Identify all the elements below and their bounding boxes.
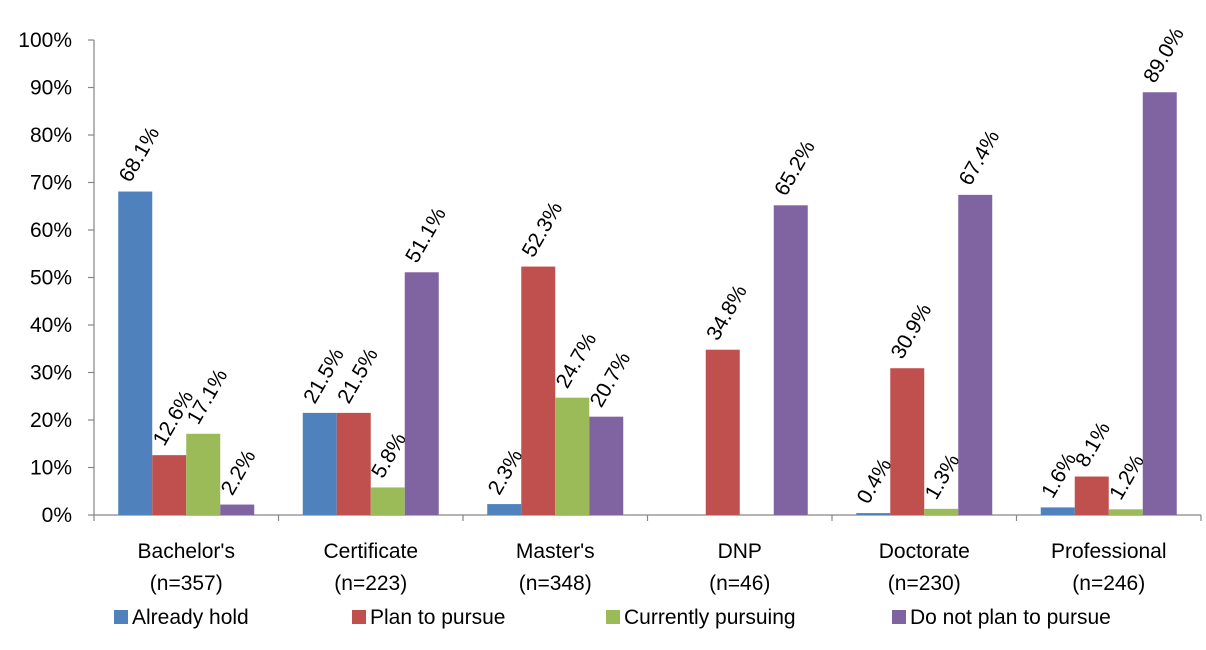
data-label: 65.2% xyxy=(770,137,820,200)
y-tick-label: 0% xyxy=(42,504,72,527)
category-label: Professional xyxy=(1051,540,1167,563)
y-tick-label: 20% xyxy=(30,409,72,432)
y-tick-label: 70% xyxy=(30,172,72,195)
y-tick-label: 40% xyxy=(30,314,72,337)
bar xyxy=(890,368,925,515)
data-label: 68.1% xyxy=(115,123,165,186)
bar xyxy=(589,416,624,515)
bar xyxy=(1040,507,1075,515)
bar xyxy=(1142,92,1177,515)
y-tick-label: 100% xyxy=(18,29,72,52)
bar xyxy=(705,349,740,515)
legend-swatch xyxy=(892,610,906,624)
bar xyxy=(521,266,556,515)
bar xyxy=(404,272,439,515)
category-label: (n=46) xyxy=(709,572,770,595)
category-label: Bachelor's xyxy=(138,540,235,563)
bar xyxy=(186,433,221,515)
legend-label: Plan to pursue xyxy=(370,606,505,629)
bar xyxy=(487,504,522,515)
y-tick-label: 30% xyxy=(30,362,72,385)
legend-swatch xyxy=(606,610,620,624)
bar xyxy=(220,504,255,515)
bar xyxy=(336,412,371,515)
category-label: (n=223) xyxy=(334,572,407,595)
data-label: 89.0% xyxy=(1139,24,1189,87)
data-label: 24.7% xyxy=(552,329,602,392)
bar xyxy=(302,412,337,515)
category-label: (n=357) xyxy=(150,572,223,595)
data-label: 0.4% xyxy=(853,455,897,508)
data-label: 1.2% xyxy=(1105,451,1149,504)
y-tick-label: 10% xyxy=(30,457,72,480)
bar xyxy=(370,487,405,515)
legend-label: Already hold xyxy=(132,606,249,629)
bar xyxy=(152,455,187,515)
bar xyxy=(856,513,891,515)
data-label: 2.3% xyxy=(484,446,528,499)
bar xyxy=(958,194,993,515)
data-label: 34.8% xyxy=(702,281,752,344)
legend-swatch xyxy=(114,610,128,624)
data-label: 1.3% xyxy=(921,450,965,503)
data-label: 20.7% xyxy=(586,348,636,411)
data-label: 2.2% xyxy=(217,446,261,499)
bar xyxy=(1074,476,1109,515)
legend-swatch xyxy=(352,610,366,624)
y-tick-label: 50% xyxy=(30,267,72,290)
bar xyxy=(1108,509,1143,515)
y-tick-label: 60% xyxy=(30,219,72,242)
category-label: Master's xyxy=(516,540,595,563)
bar xyxy=(924,508,959,515)
data-label: 5.8% xyxy=(367,429,411,482)
y-tick-label: 80% xyxy=(30,124,72,147)
bar xyxy=(773,205,808,516)
data-label: 8.1% xyxy=(1071,418,1115,471)
bar xyxy=(118,191,153,515)
category-label: (n=348) xyxy=(519,572,592,595)
y-tick-label: 90% xyxy=(30,77,72,100)
category-label: Doctorate xyxy=(879,540,970,563)
category-label: DNP xyxy=(718,540,762,563)
data-label: 51.1% xyxy=(401,204,451,267)
legend-label: Do not plan to pursue xyxy=(910,606,1111,629)
bar xyxy=(555,397,590,515)
data-label: 52.3% xyxy=(518,198,568,261)
legend-label: Currently pursuing xyxy=(624,606,796,629)
category-label: Certificate xyxy=(323,540,418,563)
category-label: (n=230) xyxy=(888,572,961,595)
data-label: 30.9% xyxy=(887,300,937,363)
category-label: (n=246) xyxy=(1072,572,1145,595)
data-label: 67.4% xyxy=(955,126,1005,189)
